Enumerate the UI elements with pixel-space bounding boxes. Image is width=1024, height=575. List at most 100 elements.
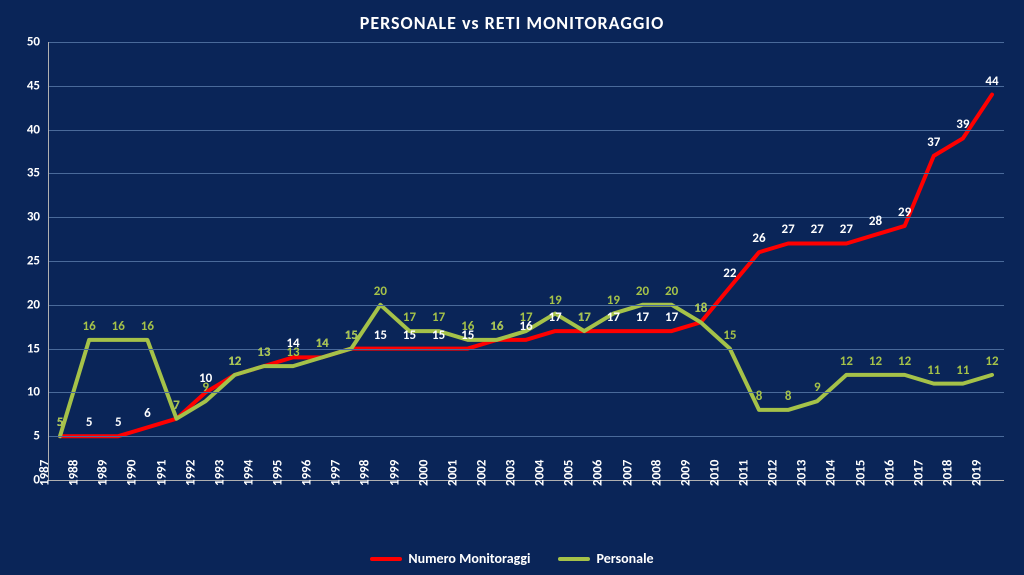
x-tick-label: 2018 xyxy=(940,460,955,486)
data-label: 17 xyxy=(549,310,562,325)
data-label: 44 xyxy=(985,74,998,89)
y-tick-label: 45 xyxy=(27,78,40,93)
data-label: 17 xyxy=(578,310,591,325)
data-label: 17 xyxy=(432,310,445,325)
y-tick-label: 20 xyxy=(27,297,40,312)
data-label: 9 xyxy=(202,380,209,395)
gridline xyxy=(48,173,1004,174)
data-label: 16 xyxy=(461,319,474,334)
chart-container: PERSONALE vs RETI MONITORAGGIO 051015202… xyxy=(0,0,1024,575)
data-label: 18 xyxy=(694,301,707,316)
data-label: 12 xyxy=(985,354,998,369)
data-label: 27 xyxy=(782,222,795,237)
x-tick-label: 2006 xyxy=(591,460,606,486)
y-tick-label: 5 xyxy=(33,429,40,444)
x-tick-label: 2009 xyxy=(678,460,693,486)
data-label: 16 xyxy=(112,319,125,334)
x-tick-label: 1991 xyxy=(154,460,169,486)
plot-area: 0510152025303540455019871988198919901991… xyxy=(48,42,1004,480)
x-tick-label: 1998 xyxy=(358,460,373,486)
y-tick-label: 10 xyxy=(27,385,40,400)
data-label: 7 xyxy=(173,398,180,413)
gridline xyxy=(48,42,1004,43)
y-tick-label: 40 xyxy=(27,122,40,137)
x-tick-label: 2008 xyxy=(649,460,664,486)
x-tick-label: 2017 xyxy=(911,460,926,486)
y-tick-label: 30 xyxy=(27,210,40,225)
data-label: 6 xyxy=(144,406,151,421)
data-label: 17 xyxy=(607,310,620,325)
data-label: 39 xyxy=(956,117,969,132)
data-label: 28 xyxy=(869,214,882,229)
x-tick-label: 2005 xyxy=(562,460,577,486)
x-tick-label: 1990 xyxy=(125,460,140,486)
x-tick-label: 2002 xyxy=(474,460,489,486)
x-tick-label: 2007 xyxy=(620,460,635,486)
x-tick-label: 2003 xyxy=(504,460,519,486)
data-label: 19 xyxy=(607,293,620,308)
data-label: 8 xyxy=(785,389,792,404)
y-tick-label: 15 xyxy=(27,341,40,356)
data-label: 11 xyxy=(956,363,969,378)
gridline xyxy=(48,305,1004,306)
data-label: 12 xyxy=(840,354,853,369)
x-tick-label: 2019 xyxy=(970,460,985,486)
x-tick-label: 1997 xyxy=(329,460,344,486)
data-label: 20 xyxy=(636,284,649,299)
x-tick-label: 2000 xyxy=(416,460,431,486)
legend-swatch xyxy=(558,557,590,561)
gridline xyxy=(48,130,1004,131)
data-label: 15 xyxy=(403,328,416,343)
x-tick-label: 1989 xyxy=(96,460,111,486)
gridline xyxy=(48,349,1004,350)
data-label: 22 xyxy=(723,266,736,281)
data-label: 20 xyxy=(374,284,387,299)
x-tick-label: 2011 xyxy=(737,460,752,486)
data-label: 15 xyxy=(374,328,387,343)
x-tick-label: 1996 xyxy=(300,460,315,486)
legend-item: Personale xyxy=(558,550,653,567)
y-tick-label: 35 xyxy=(27,166,40,181)
x-tick-label: 2010 xyxy=(707,460,722,486)
data-label: 15 xyxy=(432,328,445,343)
x-tick-label: 2012 xyxy=(766,460,781,486)
x-tick-label: 1995 xyxy=(271,460,286,486)
x-tick-label: 2004 xyxy=(533,460,548,486)
data-label: 13 xyxy=(257,345,270,360)
legend-label: Personale xyxy=(596,550,653,567)
gridline xyxy=(48,392,1004,393)
legend-item: Numero Monitoraggi xyxy=(370,550,530,567)
gridline xyxy=(48,86,1004,87)
data-label: 13 xyxy=(286,345,299,360)
x-tick-label: 2001 xyxy=(445,460,460,486)
data-label: 15 xyxy=(345,328,358,343)
x-tick-label: 1994 xyxy=(241,460,256,486)
gridline xyxy=(48,217,1004,218)
data-label: 5 xyxy=(115,415,122,430)
y-axis-line xyxy=(48,42,49,480)
x-tick-label: 1999 xyxy=(387,460,402,486)
data-label: 9 xyxy=(814,380,821,395)
data-label: 14 xyxy=(316,336,329,351)
data-label: 8 xyxy=(756,389,763,404)
x-tick-label: 2016 xyxy=(882,460,897,486)
x-tick-label: 2014 xyxy=(824,460,839,486)
data-label: 16 xyxy=(83,319,96,334)
data-label: 12 xyxy=(869,354,882,369)
y-tick-label: 50 xyxy=(27,35,40,50)
x-tick-label: 2015 xyxy=(853,460,868,486)
legend: Numero Monitoraggi Personale xyxy=(0,550,1024,567)
data-label: 11 xyxy=(927,363,940,378)
data-label: 12 xyxy=(228,354,241,369)
data-label: 27 xyxy=(811,222,824,237)
data-label: 17 xyxy=(665,310,678,325)
x-tick-label: 1988 xyxy=(67,460,82,486)
data-label: 5 xyxy=(86,415,93,430)
data-label: 20 xyxy=(665,284,678,299)
x-tick-label: 1993 xyxy=(212,460,227,486)
data-label: 26 xyxy=(752,231,765,246)
data-label: 29 xyxy=(898,205,911,220)
data-label: 17 xyxy=(403,310,416,325)
x-tick-label: 1992 xyxy=(183,460,198,486)
data-label: 19 xyxy=(549,293,562,308)
